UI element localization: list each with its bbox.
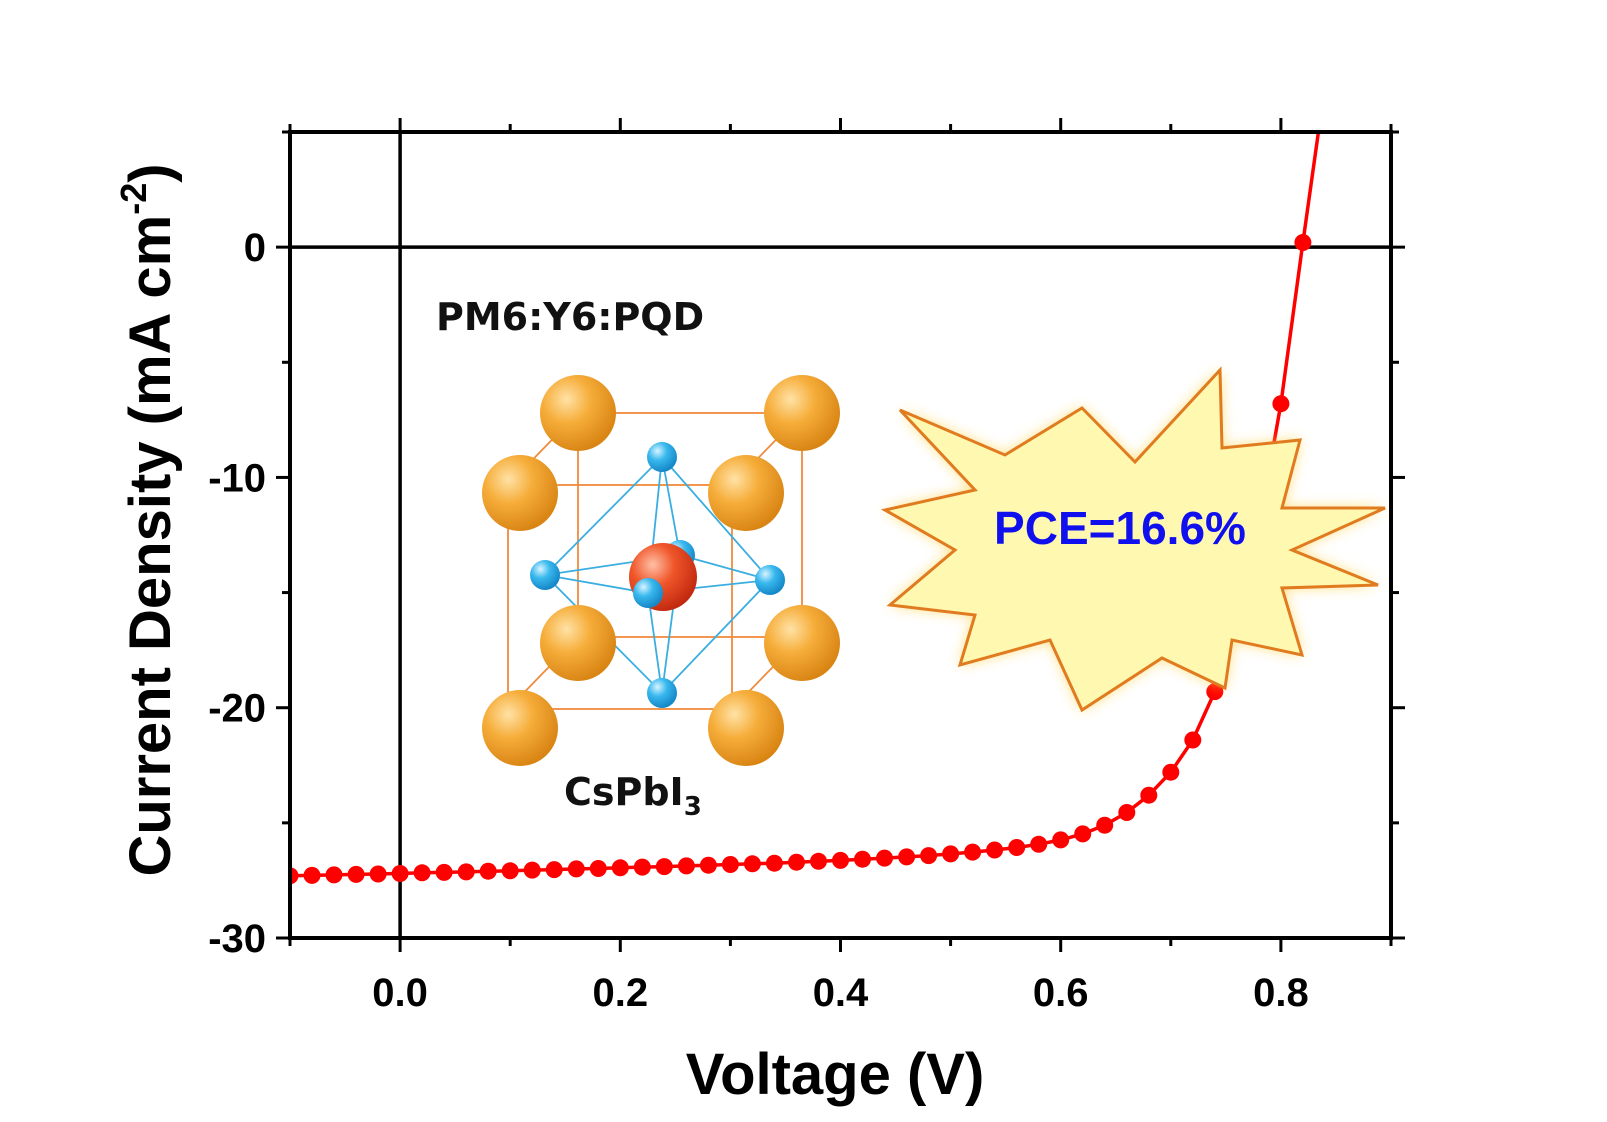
data-point xyxy=(677,857,695,875)
pce-badge-shape xyxy=(880,366,1386,713)
i-atom xyxy=(633,578,663,608)
crystal-label-sub: 3 xyxy=(684,792,702,822)
data-point xyxy=(347,865,365,883)
data-point xyxy=(567,860,585,878)
data-point xyxy=(1096,816,1114,834)
series-jv xyxy=(290,77,1333,885)
data-point xyxy=(832,851,849,869)
x-tick-label: 0.4 xyxy=(813,971,869,1015)
cs-atom xyxy=(482,690,558,766)
data-point xyxy=(699,856,717,874)
data-point xyxy=(369,865,387,883)
data-point xyxy=(765,854,783,872)
data-point xyxy=(854,850,871,868)
data-point xyxy=(501,862,519,880)
data-point xyxy=(655,858,673,876)
data-point xyxy=(1052,831,1070,849)
x-tick-label: 0.2 xyxy=(592,971,648,1015)
data-point xyxy=(876,849,893,867)
data-point xyxy=(743,855,761,873)
data-point xyxy=(391,865,409,882)
cs-atom xyxy=(708,690,784,766)
y-axis-title: Current Density (mA cm-2) xyxy=(113,163,183,876)
data-point xyxy=(611,859,629,877)
data-point xyxy=(964,843,982,861)
data-point xyxy=(788,853,805,871)
x-axis-ticks: 0.0 0.2 0.4 0.6 0.8 xyxy=(288,118,1393,1015)
y-axis-title-sup: -2 xyxy=(113,183,154,215)
data-point xyxy=(1030,835,1048,853)
i-atom xyxy=(530,560,560,590)
data-point xyxy=(1294,234,1312,251)
data-point xyxy=(1118,804,1136,821)
data-point xyxy=(1206,683,1224,701)
data-point xyxy=(457,863,475,881)
pce-label: PCE=16.6% xyxy=(994,502,1246,554)
cs-atom xyxy=(482,455,558,531)
data-point xyxy=(1008,839,1026,856)
cs-atom xyxy=(764,605,840,681)
x-tick-label: 0.8 xyxy=(1253,971,1309,1015)
i-atom xyxy=(755,565,785,595)
y-tick-label: -10 xyxy=(208,456,266,500)
data-point xyxy=(1316,77,1333,94)
data-point xyxy=(986,841,1004,859)
crystal-label-main: CsPbI xyxy=(564,770,684,814)
data-point xyxy=(1074,825,1092,843)
x-axis-title: Voltage (V) xyxy=(686,1042,985,1107)
i-atom xyxy=(647,442,677,472)
i-atom xyxy=(647,678,677,708)
data-point xyxy=(920,847,938,865)
y-tick-label: -20 xyxy=(208,687,266,731)
data-point xyxy=(290,867,299,885)
cs-atom xyxy=(540,375,616,451)
data-point xyxy=(523,861,541,879)
crystal-structure-illustration xyxy=(482,375,840,766)
data-point xyxy=(1162,763,1180,781)
pce-badge: PCE=16.6% xyxy=(880,366,1386,713)
data-point xyxy=(325,866,343,884)
data-point xyxy=(413,864,431,882)
data-point xyxy=(633,858,651,876)
data-point xyxy=(545,861,563,879)
y-axis-title-main: Current Density (mA cm xyxy=(118,215,183,877)
y-axis-ticks: 0 -10 -20 -30 xyxy=(208,130,1405,961)
sample-label: PM6:Y6:PQD xyxy=(436,295,704,339)
x-tick-label: 0.6 xyxy=(1033,971,1089,1015)
data-point xyxy=(721,856,739,873)
data-point xyxy=(1272,395,1290,413)
y-tick-label: -30 xyxy=(208,917,266,961)
x-tick-label: 0.0 xyxy=(372,971,428,1015)
data-point xyxy=(479,862,497,880)
cs-atom xyxy=(540,605,616,681)
y-axis-title-close: ) xyxy=(118,163,183,182)
zero-lines xyxy=(290,132,1391,938)
data-point xyxy=(1184,731,1202,749)
data-point xyxy=(303,866,321,884)
cs-atom xyxy=(764,375,840,451)
data-point xyxy=(898,848,916,866)
cs-atom xyxy=(708,455,784,531)
data-point xyxy=(589,860,607,877)
data-point xyxy=(810,852,827,870)
data-point xyxy=(1140,786,1158,804)
data-point xyxy=(942,845,960,863)
crystal-label: CsPbI3 xyxy=(564,770,702,822)
data-point xyxy=(435,863,453,881)
y-tick-label: 0 xyxy=(244,226,266,270)
